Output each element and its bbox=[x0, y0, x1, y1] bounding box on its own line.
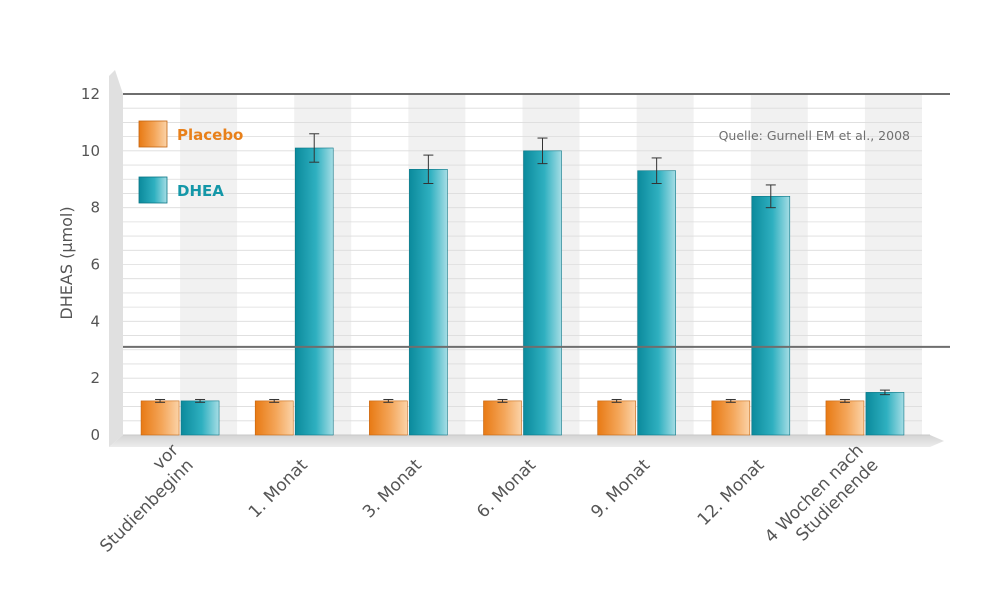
bars bbox=[140, 133, 905, 436]
bar-dhea-5 bbox=[751, 196, 791, 436]
category-label-line: 12. Monat bbox=[694, 455, 769, 530]
category-label-line: Studienbeginn bbox=[96, 455, 197, 556]
category-label-4: 9. Monat bbox=[587, 455, 654, 522]
legend-label-placebo: Placebo bbox=[177, 126, 243, 144]
reference-lines bbox=[123, 93, 950, 348]
y-tick-label-8: 8 bbox=[90, 199, 100, 217]
y-tick-label-0: 0 bbox=[90, 426, 100, 444]
category-label-line: 1. Monat bbox=[245, 455, 312, 522]
legend: Placebo DHEA bbox=[138, 120, 243, 204]
category-label-line: 3. Monat bbox=[359, 455, 426, 522]
bar-dhea-0 bbox=[180, 400, 220, 436]
y-tick-label-12: 12 bbox=[81, 85, 100, 103]
category-label-1: 1. Monat bbox=[245, 455, 312, 522]
y-axis-title: DHEAS (µmol) bbox=[57, 206, 76, 319]
bar-dhea-6 bbox=[865, 392, 905, 436]
category-label-2: 3. Monat bbox=[359, 455, 426, 522]
y-tick-label-4: 4 bbox=[90, 312, 100, 330]
legend-label-dhea: DHEA bbox=[177, 182, 224, 200]
legend-swatch-placebo bbox=[138, 120, 168, 148]
bar-dhea-1 bbox=[294, 147, 334, 436]
y-tick-label-2: 2 bbox=[90, 369, 100, 387]
bar-placebo-2 bbox=[369, 400, 408, 436]
bar-placebo-0 bbox=[140, 400, 180, 436]
source-note: Quelle: Gurnell EM et al., 2008 bbox=[719, 128, 910, 143]
bar-dhea-3 bbox=[523, 150, 562, 436]
bar-placebo-3 bbox=[483, 400, 522, 436]
y-tick-labels: 0 2 4 6 8 10 12 bbox=[81, 85, 100, 444]
category-label-line: 9. Monat bbox=[587, 455, 654, 522]
y-axis-wall bbox=[109, 70, 123, 447]
category-label-3: 6. Monat bbox=[473, 455, 540, 522]
x-axis-floor bbox=[109, 435, 944, 447]
bar-placebo-1 bbox=[254, 400, 294, 436]
bar-dhea-2 bbox=[409, 169, 448, 436]
bar-placebo-4 bbox=[597, 400, 636, 436]
category-label-line: 6. Monat bbox=[473, 455, 540, 522]
y-tick-label-6: 6 bbox=[90, 256, 100, 274]
bar-placebo-5 bbox=[711, 400, 751, 436]
axes bbox=[109, 70, 944, 447]
legend-swatch-dhea bbox=[138, 176, 168, 204]
category-label-5: 12. Monat bbox=[694, 455, 769, 530]
bar-dhea-4 bbox=[637, 170, 676, 436]
bar-placebo-6 bbox=[825, 400, 865, 436]
y-tick-label-10: 10 bbox=[81, 142, 100, 160]
